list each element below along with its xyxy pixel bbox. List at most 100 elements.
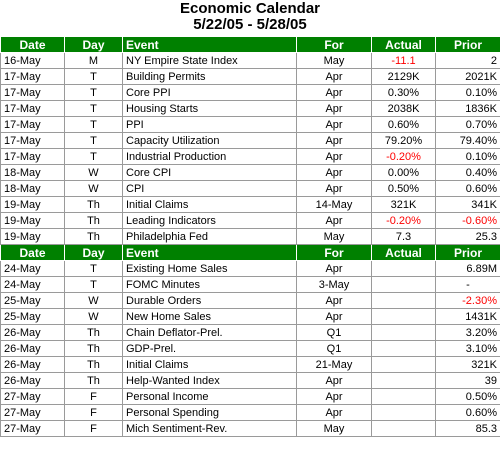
cell-for: Q1 xyxy=(297,325,372,341)
cell-actual: -0.20% xyxy=(372,213,436,229)
cell-day: Th xyxy=(65,341,123,357)
cell-for: May xyxy=(297,421,372,437)
cell-for: May xyxy=(297,53,372,69)
cell-prior: 1836K xyxy=(436,101,500,117)
calendar-title: Economic Calendar xyxy=(0,1,500,17)
cell-prior: 0.60% xyxy=(436,181,500,197)
cell-date: 18-May xyxy=(1,165,65,181)
cell-actual xyxy=(372,261,436,277)
cell-prior: 25.3 xyxy=(436,229,500,245)
cell-day: T xyxy=(65,101,123,117)
cell-date: 17-May xyxy=(1,149,65,165)
cell-for: Apr xyxy=(297,405,372,421)
cell-event: Existing Home Sales xyxy=(123,261,297,277)
cell-actual: 7.3 xyxy=(372,229,436,245)
cell-for: Apr xyxy=(297,373,372,389)
cell-day: F xyxy=(65,405,123,421)
cell-day: W xyxy=(65,165,123,181)
cell-prior: 85.3 xyxy=(436,421,500,437)
cell-prior: 321K xyxy=(436,357,500,373)
cell-for: May xyxy=(297,229,372,245)
cell-date: 26-May xyxy=(1,325,65,341)
cell-actual: 0.50% xyxy=(372,181,436,197)
cell-date: 25-May xyxy=(1,293,65,309)
cell-event: Mich Sentiment-Rev. xyxy=(123,421,297,437)
cell-date: 19-May xyxy=(1,229,65,245)
cell-for: 21-May xyxy=(297,357,372,373)
cell-event: Initial Claims xyxy=(123,357,297,373)
cell-event: Durable Orders xyxy=(123,293,297,309)
cell-event: New Home Sales xyxy=(123,309,297,325)
cell-day: T xyxy=(65,133,123,149)
cell-for: Apr xyxy=(297,293,372,309)
cell-event: GDP-Prel. xyxy=(123,341,297,357)
cell-actual: 2129K xyxy=(372,69,436,85)
cell-for: Apr xyxy=(297,389,372,405)
cell-date: 18-May xyxy=(1,181,65,197)
cell-prior: 3.10% xyxy=(436,341,500,357)
cell-actual xyxy=(372,405,436,421)
cell-date: 26-May xyxy=(1,373,65,389)
cell-for: Apr xyxy=(297,117,372,133)
cell-actual xyxy=(372,389,436,405)
column-header-prior: Prior xyxy=(436,245,500,261)
cell-for: Apr xyxy=(297,133,372,149)
cell-date: 27-May xyxy=(1,421,65,437)
cell-date: 17-May xyxy=(1,101,65,117)
column-header-date: Date xyxy=(1,245,65,261)
cell-day: Th xyxy=(65,213,123,229)
cell-day: Th xyxy=(65,325,123,341)
cell-event: Chain Deflator-Prel. xyxy=(123,325,297,341)
cell-for: Apr xyxy=(297,85,372,101)
cell-prior: 0.40% xyxy=(436,165,500,181)
cell-event: Initial Claims xyxy=(123,197,297,213)
cell-date: 26-May xyxy=(1,357,65,373)
cell-day: Th xyxy=(65,357,123,373)
cell-day: T xyxy=(65,277,123,293)
cell-date: 17-May xyxy=(1,69,65,85)
cell-date: 17-May xyxy=(1,117,65,133)
cell-actual: -11.1 xyxy=(372,53,436,69)
cell-day: F xyxy=(65,389,123,405)
column-header-day: Day xyxy=(65,37,123,53)
cell-for: Apr xyxy=(297,149,372,165)
cell-for: Apr xyxy=(297,69,372,85)
cell-actual xyxy=(372,293,436,309)
cell-day: T xyxy=(65,69,123,85)
cell-event: Capacity Utilization xyxy=(123,133,297,149)
cell-event: CPI xyxy=(123,181,297,197)
cell-for: Apr xyxy=(297,101,372,117)
cell-day: W xyxy=(65,309,123,325)
column-header-day: Day xyxy=(65,245,123,261)
cell-actual xyxy=(372,341,436,357)
cell-prior: 0.10% xyxy=(436,149,500,165)
cell-date: 17-May xyxy=(1,133,65,149)
cell-day: Th xyxy=(65,197,123,213)
cell-prior: - xyxy=(436,277,500,293)
cell-actual: 321K xyxy=(372,197,436,213)
column-header-event: Event xyxy=(123,245,297,261)
column-header-for: For xyxy=(297,245,372,261)
cell-prior: 3.20% xyxy=(436,325,500,341)
cell-for: Q1 xyxy=(297,341,372,357)
